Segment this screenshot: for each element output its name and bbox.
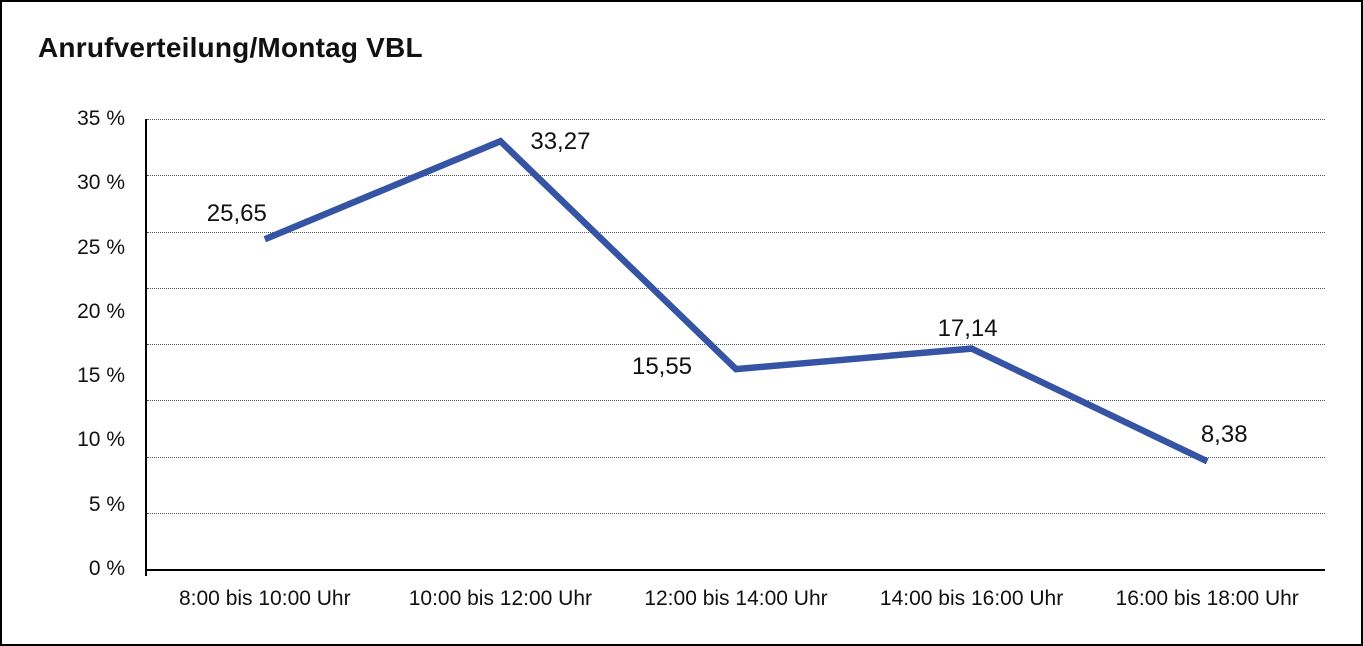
data-point-label: 17,14 — [937, 314, 998, 342]
chart-title: Anrufverteilung/Montag VBL — [38, 32, 423, 63]
gridline — [147, 344, 1325, 345]
gridline — [147, 231, 1325, 233]
y-axis-tick-label: 25 % — [77, 235, 125, 259]
y-axis-tick-label: 15 % — [77, 364, 125, 388]
y-axis-tick-label: 10 % — [77, 428, 125, 452]
y-axis-tick-label: 35 % — [77, 107, 125, 130]
y-axis-tick-label: 30 % — [77, 171, 125, 195]
data-point-label: 8,38 — [1200, 421, 1248, 449]
y-axis-tick-labels: 35 % 30 % 25 % 20 % 15 % 10 % 5 % 0 % — [2, 107, 125, 580]
x-axis-tick-label: 16:00 bis 18:00 Uhr — [1115, 587, 1299, 610]
gridline — [147, 287, 1325, 289]
gridline — [147, 119, 1325, 120]
line-chart-canvas — [263, 137, 1209, 465]
x-axis-tick-labels: 8:00 bis 10:00 Uhr 10:00 bis 12:00 Uhr 12:… — [147, 587, 1325, 611]
x-axis-line — [145, 569, 1325, 571]
x-axis-tick-label: 12:00 bis 14:00 Uhr — [644, 587, 828, 610]
plot-area: 25,65 33,27 15,55 17,14 8,38 — [145, 119, 1325, 576]
data-point-label: 15,55 — [631, 353, 693, 381]
data-point-label: 33,27 — [530, 128, 591, 156]
x-axis-tick-label: 8:00 bis 10:00 Uhr — [178, 587, 351, 610]
gridline — [147, 400, 1325, 402]
x-axis-tick-label: 10:00 bis 12:00 Uhr — [408, 587, 593, 610]
y-axis-tick-label: 0 % — [88, 557, 125, 580]
gridline — [147, 175, 1325, 177]
y-axis-tick-label: 5 % — [88, 492, 125, 516]
gridline — [147, 512, 1325, 514]
gridline — [147, 456, 1325, 458]
data-point-label: 25,65 — [206, 200, 267, 228]
x-axis-tick-label: 14:00 bis 16:00 Uhr — [879, 587, 1064, 610]
y-axis-line — [145, 119, 147, 576]
line-series — [263, 137, 1209, 465]
y-axis-tick-label: 20 % — [77, 299, 125, 323]
